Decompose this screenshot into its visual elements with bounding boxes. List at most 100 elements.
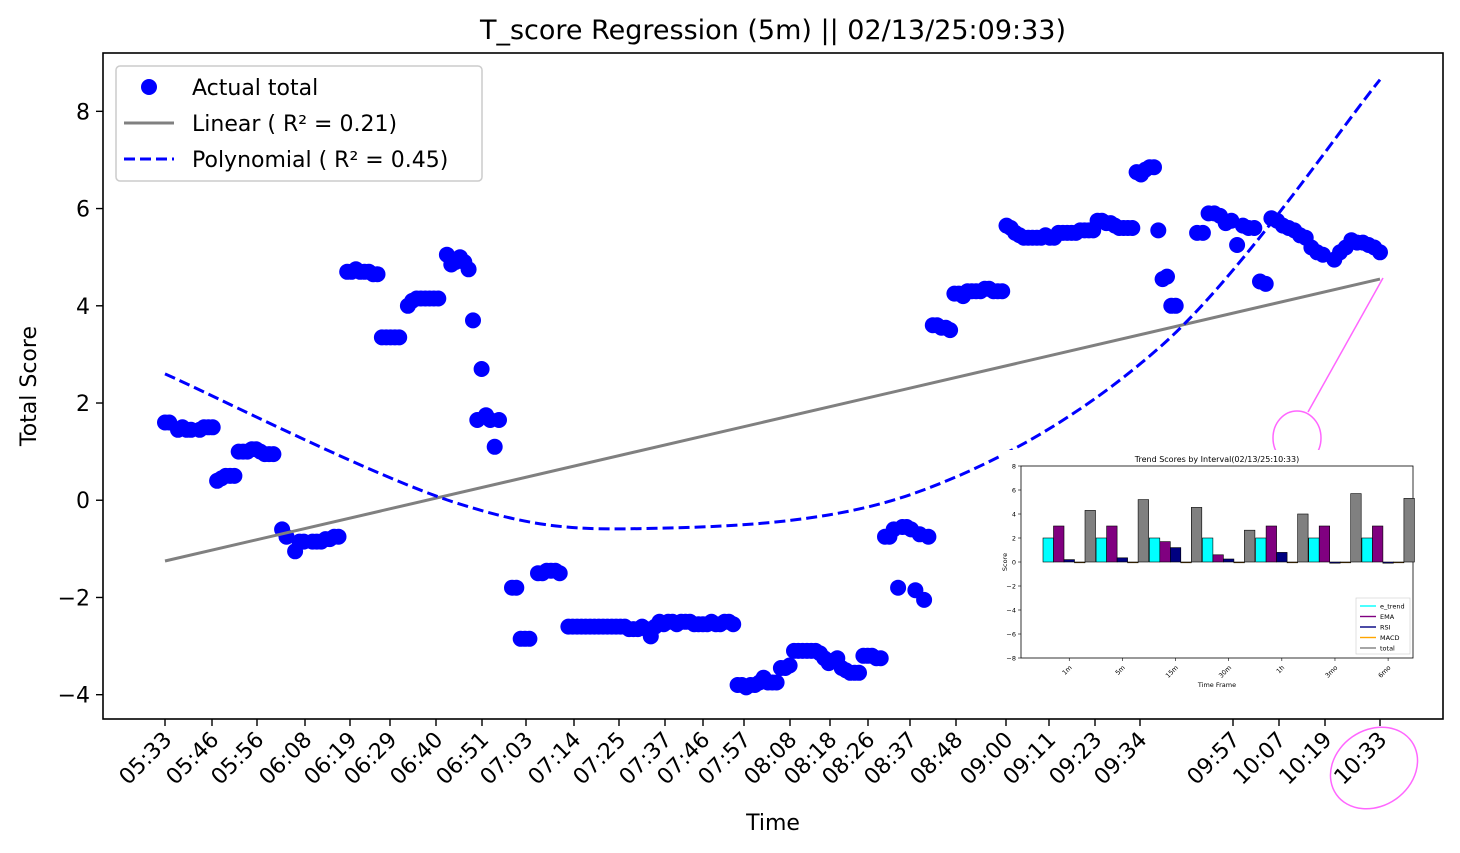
data-point: [1229, 237, 1246, 253]
inset-legend-label: RSI: [1380, 624, 1391, 632]
inset-y-tick-label: −8: [1006, 655, 1016, 663]
linear-fit-line: [164, 277, 1381, 563]
data-point: [872, 650, 889, 667]
inset-legend-label: total: [1380, 645, 1395, 653]
inset-y-tick-label: 0: [1012, 559, 1016, 567]
inset-bar: [1350, 493, 1362, 563]
data-point: [768, 674, 785, 691]
data-point: [226, 467, 243, 484]
data-point: [551, 565, 568, 582]
data-point: [369, 266, 386, 283]
data-point: [725, 616, 742, 633]
inset-bar: [1159, 541, 1171, 563]
data-point: [890, 579, 907, 596]
data-point: [920, 528, 937, 545]
inset-bar: [1116, 557, 1128, 563]
data-point: [1194, 224, 1211, 241]
inset-y-tick-label: 2: [1012, 535, 1016, 543]
plot-frame: [102, 52, 1444, 720]
inset-bar: [1339, 561, 1351, 564]
inset-bar: [1276, 552, 1288, 563]
data-point: [1146, 159, 1162, 176]
inset-legend-label: MACD: [1380, 634, 1399, 642]
data-point: [1372, 244, 1388, 261]
data-point: [465, 312, 481, 329]
data-point: [486, 438, 503, 455]
inset-legend-label: EMA: [1380, 613, 1395, 621]
inset-bar: [1170, 547, 1182, 563]
inset-chart: Trend Scores by Interval(02/13/25:10:33)…: [1001, 450, 1424, 695]
inset-bar: [1297, 513, 1309, 563]
y-tick-label: 6: [76, 198, 90, 223]
data-point: [781, 657, 798, 674]
data-point: [994, 283, 1011, 300]
data-point: [265, 446, 282, 463]
inset-bar: [1318, 525, 1330, 563]
data-point: [508, 579, 525, 596]
inset-bar: [1244, 529, 1256, 563]
inset-bar: [1053, 525, 1065, 563]
legend-label: Actual total: [192, 76, 318, 101]
inset-y-tick-label: −6: [1006, 631, 1016, 639]
y-axis: −4 −2 0 2 4 6 8: [58, 100, 103, 709]
data-point: [430, 290, 447, 307]
y-tick-label: 8: [76, 100, 90, 125]
data-point: [1167, 297, 1184, 314]
data-point: [330, 528, 347, 545]
inset-bar: [1149, 537, 1161, 563]
inset-bar: [1042, 537, 1054, 563]
data-point: [1159, 268, 1175, 285]
x-axis-label: Time: [745, 811, 800, 836]
data-point: [1246, 220, 1263, 236]
inset-title: Trend Scores by Interval(02/13/25:10:33): [1134, 455, 1299, 464]
inset-bar: [1212, 554, 1224, 563]
inset-bar: [1084, 510, 1096, 563]
data-point: [491, 412, 507, 428]
legend-label: Polynomial ( R² = 0.45): [192, 148, 448, 173]
inset-bar: [1255, 537, 1267, 563]
legend: Actual total Linear ( R² = 0.21) Polynomia…: [115, 65, 483, 182]
chart-title: T_score Regression (5m) || 02/13/25:09:3…: [479, 15, 1066, 46]
inset-y-tick-label: −2: [1006, 583, 1016, 591]
plot-area: [157, 78, 1388, 696]
inset-bar: [1329, 561, 1341, 564]
inset-x-tick-label: 1h: [1275, 664, 1287, 676]
inset-bar: [1372, 525, 1384, 563]
inset-y-axis-label: Score: [1001, 553, 1009, 571]
y-tick-label: 2: [76, 392, 90, 417]
y-tick-label: 0: [76, 489, 90, 514]
data-point: [1150, 222, 1167, 239]
data-point: [521, 630, 538, 647]
highlight-ellipse: [1329, 726, 1419, 810]
y-tick-label: −4: [58, 684, 90, 709]
inset-y-tick-label: −4: [1006, 607, 1016, 615]
inset-x-axis-label: Time Frame: [1197, 681, 1236, 689]
inset-bar: [1223, 558, 1235, 563]
legend-box: [115, 65, 483, 182]
inset-y-tick-label: 6: [1012, 487, 1016, 495]
inset-bar: [1191, 507, 1203, 563]
data-point: [1124, 220, 1141, 236]
inset-bar: [1202, 537, 1214, 563]
y-tick-label: 4: [76, 295, 90, 320]
inset-bar: [1308, 537, 1320, 563]
inset-legend-box: [1355, 597, 1411, 655]
data-point: [460, 261, 477, 278]
highlight-connector: [1307, 277, 1384, 413]
inset-bar: [1403, 498, 1415, 563]
inset-legend-label: e_trend: [1380, 603, 1405, 611]
inset-bar: [1106, 525, 1118, 563]
data-point: [942, 322, 959, 339]
inset-background: [1002, 450, 1424, 695]
inset-bar: [1233, 561, 1245, 564]
data-point: [916, 591, 933, 608]
inset-bar: [1382, 561, 1394, 564]
inset-bar: [1393, 561, 1405, 564]
data-point: [1257, 275, 1274, 292]
inset-y-tick-label: 4: [1012, 511, 1016, 519]
inset-bar: [1137, 499, 1149, 563]
inset-y-tick-label: 8: [1012, 463, 1016, 471]
data-point: [851, 664, 867, 681]
data-point: [473, 361, 490, 377]
inset-bar: [1095, 537, 1107, 563]
